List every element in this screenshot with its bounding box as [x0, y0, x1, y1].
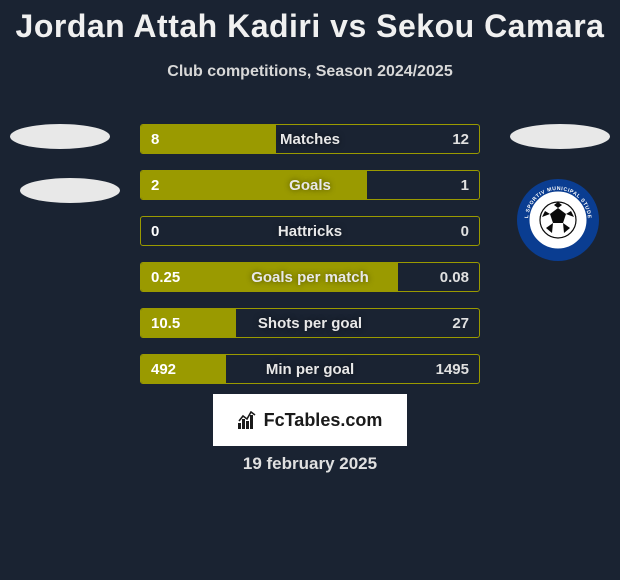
- player1-photo-placeholder: [10, 124, 110, 149]
- stat-value-left: 10.5: [151, 309, 180, 337]
- stat-label: Matches: [141, 125, 479, 153]
- stat-label: Shots per goal: [141, 309, 479, 337]
- stat-value-right: 0.08: [440, 263, 469, 291]
- subtitle: Club competitions, Season 2024/2025: [0, 63, 620, 81]
- stat-value-left: 0: [151, 217, 159, 245]
- stat-row: 0.25 0.08Goals per match: [140, 262, 480, 292]
- player2-club-logo: CLUBUL SPORTIV MUNICIPAL STUDENTESC IASI…: [516, 178, 600, 262]
- comparison-bars: 8 12Matches 2 1Goals 0 0Hattricks 0.25 0.08Goal…: [140, 124, 480, 400]
- watermark: FcTables.com: [213, 394, 407, 446]
- date: 19 february 2025: [0, 454, 620, 474]
- stat-value-left: 0.25: [151, 263, 180, 291]
- stat-row: 0 0Hattricks: [140, 216, 480, 246]
- player1-club-placeholder: [20, 178, 120, 203]
- stat-row: 492 1495Min per goal: [140, 354, 480, 384]
- stat-label: Goals: [141, 171, 479, 199]
- stat-label: Goals per match: [141, 263, 479, 291]
- page-title: Jordan Attah Kadiri vs Sekou Camara: [0, 0, 620, 45]
- stat-value-right: 1495: [436, 355, 469, 383]
- stat-value-left: 492: [151, 355, 176, 383]
- stat-label: Hattricks: [141, 217, 479, 245]
- stat-value-right: 0: [461, 217, 469, 245]
- stat-value-right: 12: [452, 125, 469, 153]
- stat-value-right: 1: [461, 171, 469, 199]
- stat-label: Min per goal: [141, 355, 479, 383]
- watermark-text: FcTables.com: [264, 410, 383, 431]
- stat-row: 8 12Matches: [140, 124, 480, 154]
- stat-value-left: 8: [151, 125, 159, 153]
- player2-photo-placeholder: [510, 124, 610, 149]
- stat-row: 10.5 27Shots per goal: [140, 308, 480, 338]
- stat-row: 2 1Goals: [140, 170, 480, 200]
- stat-value-left: 2: [151, 171, 159, 199]
- stat-value-right: 27: [452, 309, 469, 337]
